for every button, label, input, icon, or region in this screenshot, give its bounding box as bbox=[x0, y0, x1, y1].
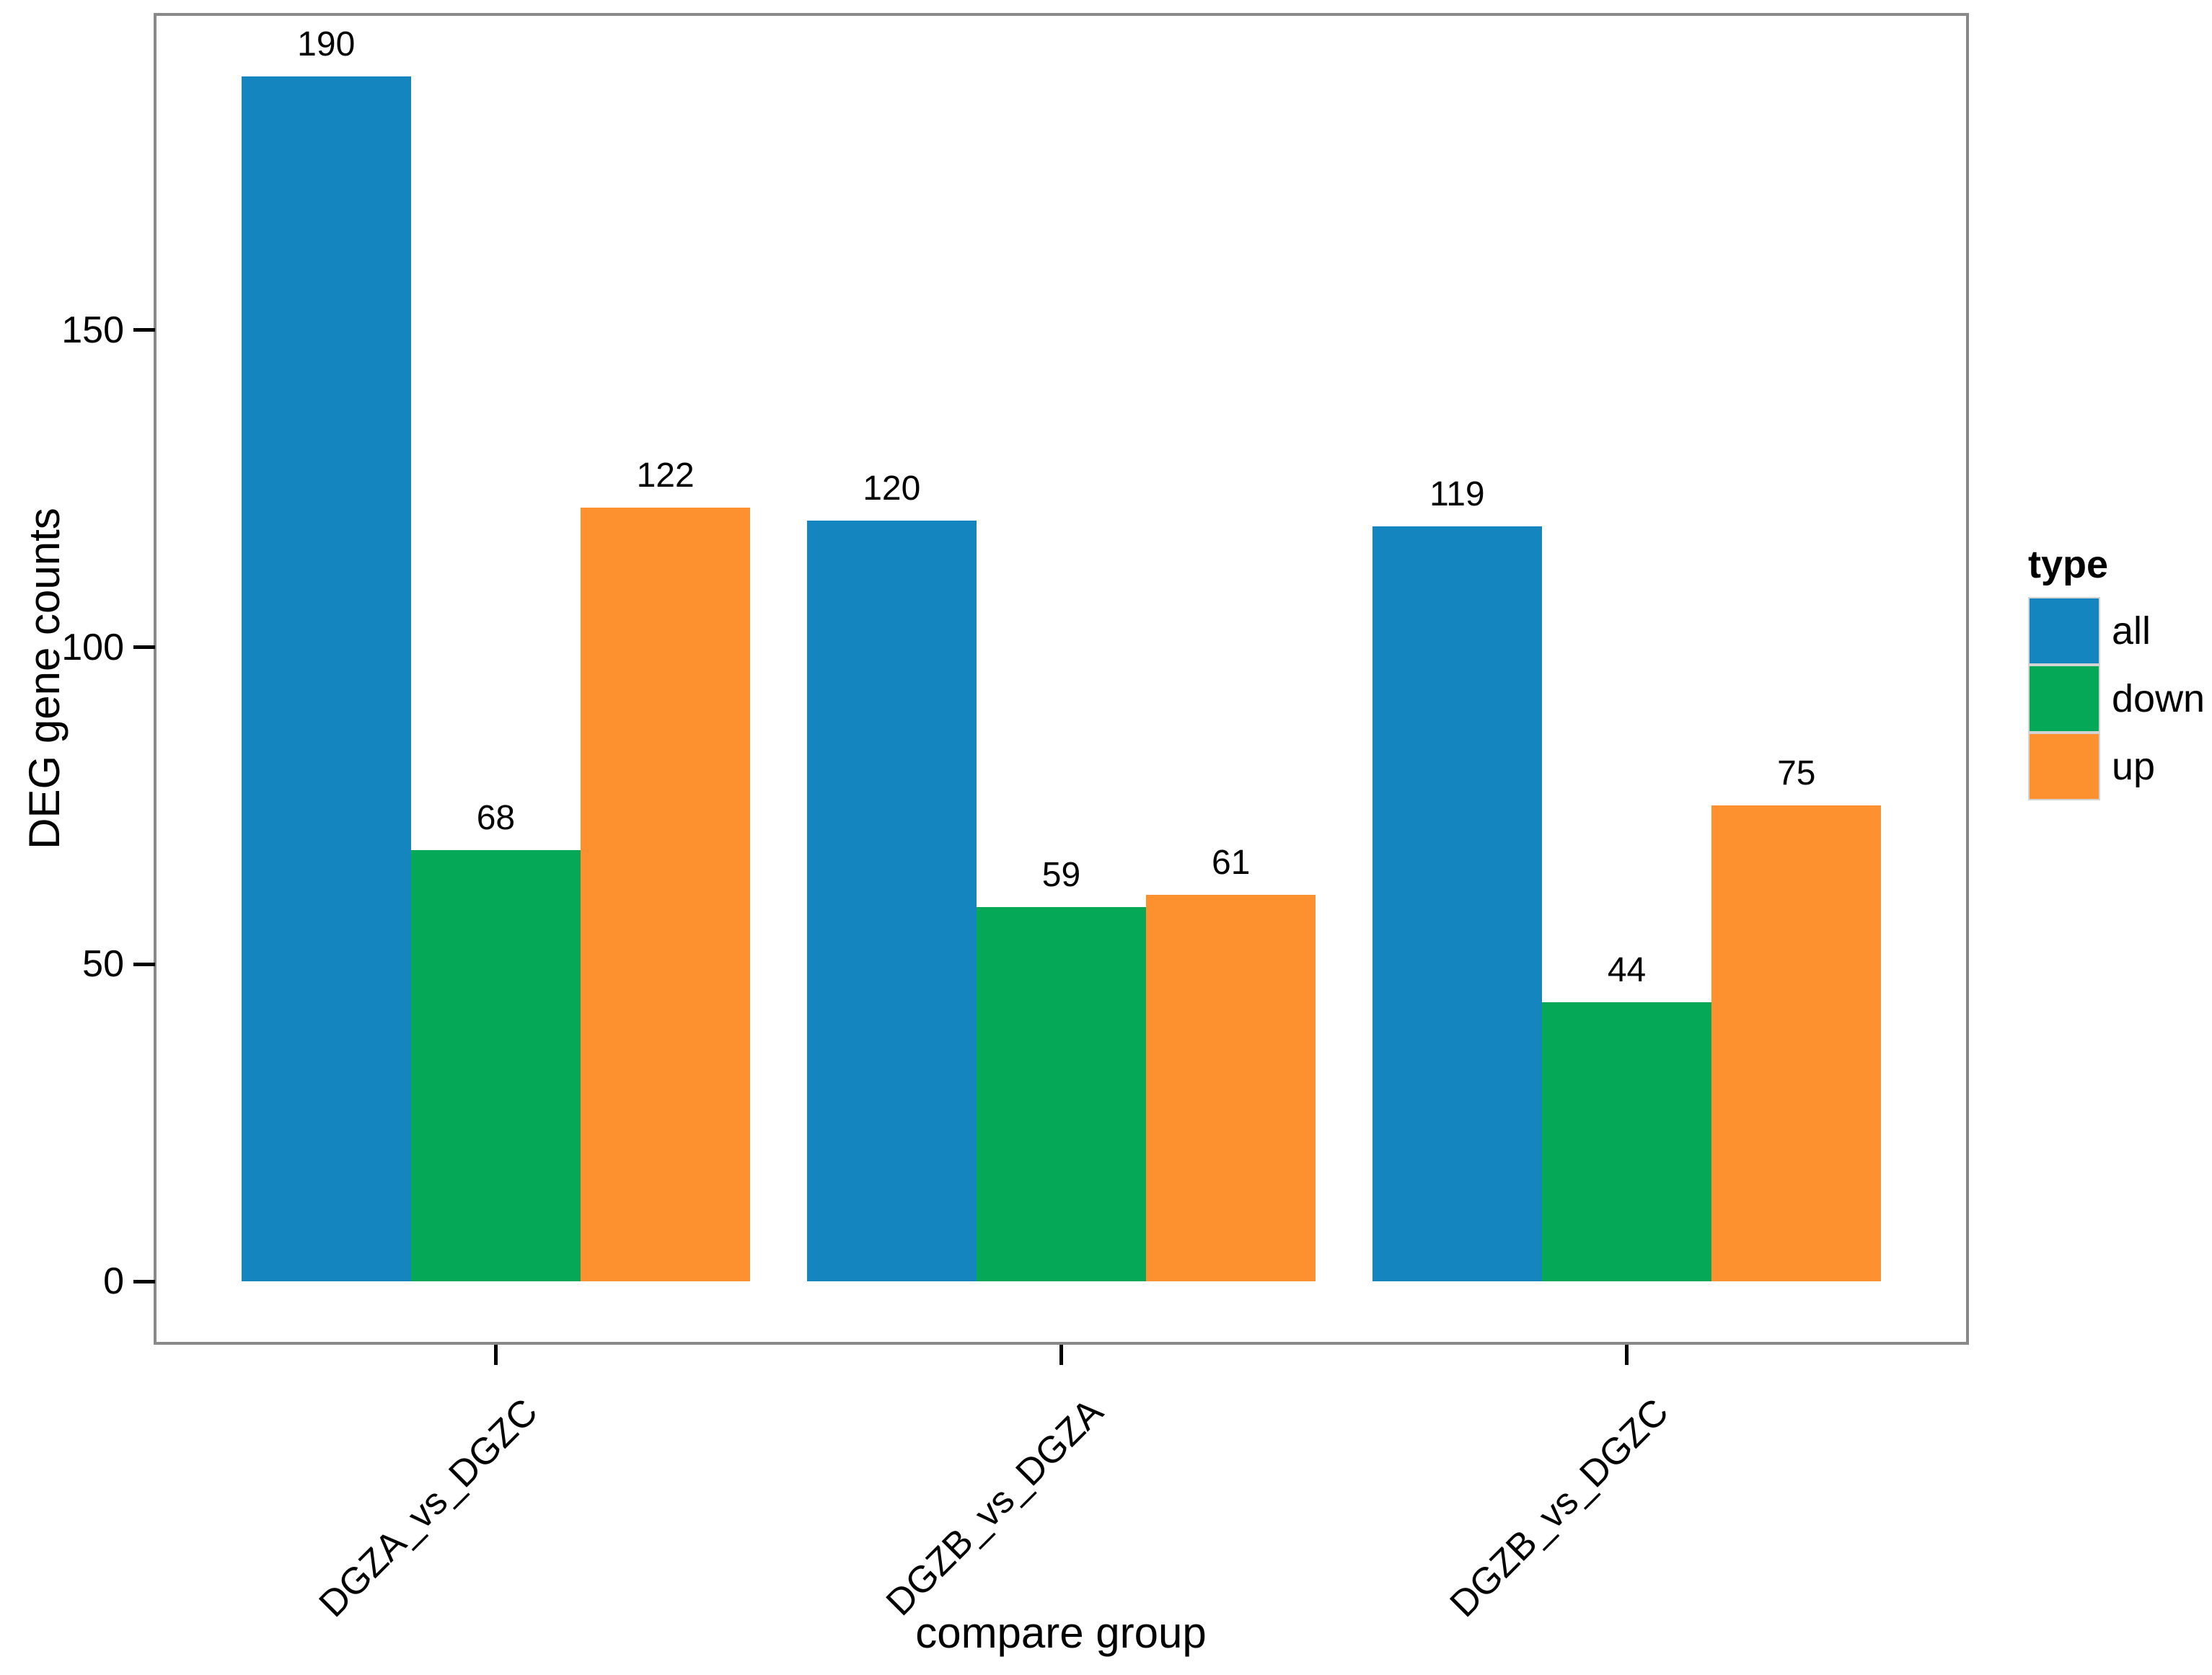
y-axis-title: DEG gene counts bbox=[20, 508, 69, 849]
legend-item: down bbox=[2028, 665, 2205, 733]
bar bbox=[1146, 894, 1316, 1282]
legend-swatch-all-icon bbox=[2028, 597, 2100, 665]
legend-item-label: down bbox=[2112, 677, 2206, 720]
x-axis-tick-label: DGZB_vs_DGZA bbox=[878, 1391, 1111, 1624]
y-axis-tick-label: 150 bbox=[61, 309, 124, 351]
legend-swatch-down-icon bbox=[2028, 665, 2100, 733]
bar bbox=[976, 907, 1147, 1282]
bar-value-label: 190 bbox=[297, 25, 356, 63]
x-axis-tick-label: DGZA_vs_DGZC bbox=[311, 1391, 546, 1625]
bar bbox=[806, 520, 977, 1282]
bar-value-label: 44 bbox=[1607, 951, 1647, 990]
bar-value-label: 119 bbox=[1429, 475, 1485, 514]
bar bbox=[581, 507, 751, 1282]
legend-item-label: all bbox=[2112, 609, 2151, 653]
bar bbox=[241, 76, 411, 1282]
x-axis-tick bbox=[493, 1345, 498, 1365]
legend: type all down up bbox=[2028, 542, 2205, 800]
bar-value-label: 59 bbox=[1041, 856, 1081, 895]
bar-value-label: 122 bbox=[636, 456, 695, 495]
y-axis-tick bbox=[133, 1279, 155, 1283]
y-axis-tick bbox=[133, 645, 155, 649]
bar bbox=[1711, 805, 1882, 1282]
legend-item-label: up bbox=[2112, 745, 2156, 788]
y-axis-tick-label: 100 bbox=[61, 626, 124, 668]
bar-value-label: 68 bbox=[476, 799, 516, 838]
bar bbox=[1541, 1002, 1712, 1282]
y-axis-tick bbox=[133, 328, 155, 332]
bar-value-label: 120 bbox=[863, 469, 921, 508]
x-axis-tick-label: DGZB_vs_DGZC bbox=[1442, 1391, 1677, 1625]
bar bbox=[1372, 526, 1542, 1282]
bar bbox=[410, 850, 581, 1282]
bar-value-label: 75 bbox=[1777, 754, 1816, 793]
legend-item: up bbox=[2028, 733, 2205, 800]
x-axis-title: compare group bbox=[915, 1609, 1207, 1657]
y-axis-tick-label: 0 bbox=[103, 1260, 124, 1303]
bar-value-label: 61 bbox=[1212, 843, 1251, 882]
legend-item: all bbox=[2028, 597, 2205, 665]
legend-title: type bbox=[2028, 543, 2109, 586]
y-axis-tick bbox=[133, 962, 155, 966]
y-axis-tick-label: 50 bbox=[82, 943, 124, 986]
legend-swatch-up-icon bbox=[2028, 733, 2100, 800]
x-axis-tick bbox=[1059, 1345, 1063, 1365]
x-axis-tick bbox=[1625, 1345, 1629, 1365]
